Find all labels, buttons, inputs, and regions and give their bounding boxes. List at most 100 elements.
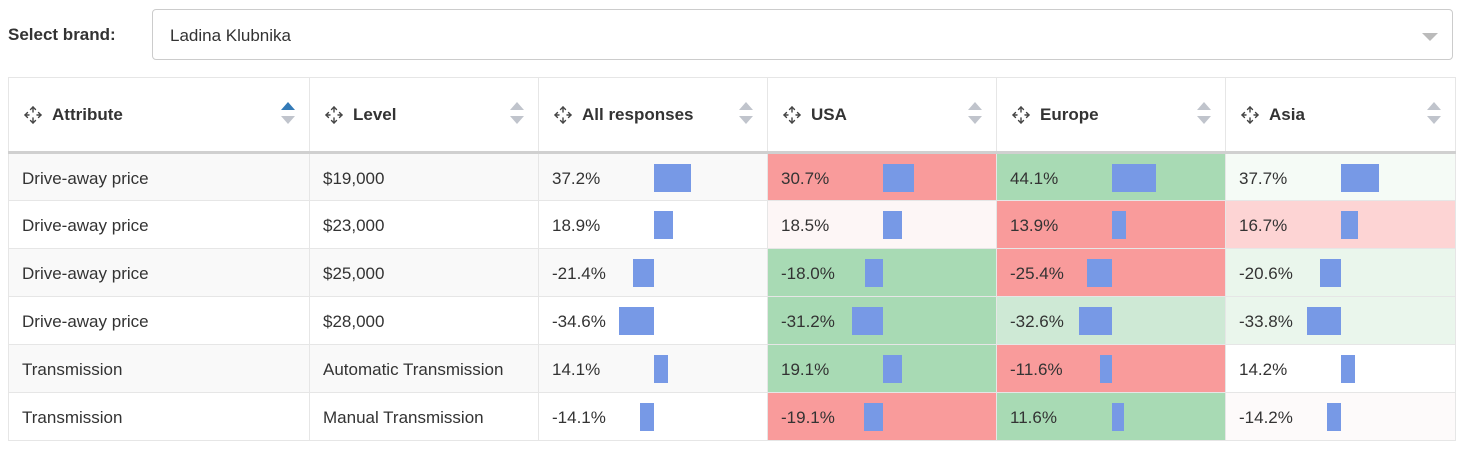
value-bar: [1112, 403, 1124, 431]
sort-toggle[interactable]: [510, 102, 524, 132]
value-bar: [1341, 164, 1379, 192]
move-icon[interactable]: [1010, 104, 1032, 126]
sort-ascending-icon[interactable]: [510, 102, 524, 110]
cell-value: 13.9%: [996, 200, 1226, 249]
value-text: -21.4%: [552, 264, 606, 283]
cell-value: -34.6%: [538, 296, 768, 345]
level-text: Manual Transmission: [323, 408, 484, 427]
move-icon[interactable]: [552, 104, 574, 126]
value-bar: [883, 211, 902, 239]
value-text: -31.2%: [781, 312, 835, 331]
value-bar: [654, 164, 692, 192]
table-row: Transmission Manual Transmission -14.1% -19…: [8, 392, 1456, 441]
value-bar: [1341, 211, 1358, 239]
value-bar: [1112, 164, 1157, 192]
cell-attribute: Transmission: [8, 344, 310, 393]
sort-descending-icon[interactable]: [281, 116, 295, 124]
attribute-text: Drive-away price: [22, 264, 149, 283]
column-header-label: Level: [353, 105, 397, 124]
value-bar: [1100, 355, 1112, 383]
value-text: -14.2%: [1239, 408, 1293, 427]
sort-ascending-icon[interactable]: [1197, 102, 1211, 110]
column-header-label: Attribute: [52, 105, 123, 124]
sort-descending-icon[interactable]: [1427, 116, 1441, 124]
value-text: 13.9%: [1010, 216, 1059, 235]
sort-descending-icon[interactable]: [739, 116, 753, 124]
value-text: 44.1%: [1010, 169, 1059, 188]
cell-level: $28,000: [309, 296, 539, 345]
cell-value: 37.2%: [538, 152, 768, 201]
brand-select-value: Ladina Klubnika: [170, 26, 291, 45]
column-header-level[interactable]: Level: [309, 77, 539, 154]
caret-down-icon[interactable]: [1422, 33, 1438, 41]
value-text: 30.7%: [781, 169, 830, 188]
sort-ascending-icon[interactable]: [739, 102, 753, 110]
value-text: 14.1%: [552, 360, 601, 379]
value-text: -34.6%: [552, 312, 606, 331]
column-header-attribute[interactable]: Attribute: [8, 77, 310, 154]
cell-value: -33.8%: [1225, 296, 1456, 345]
value-bar: [883, 164, 914, 192]
cell-value: -31.2%: [767, 296, 997, 345]
column-header-asia[interactable]: Asia: [1225, 77, 1456, 154]
level-text: $19,000: [323, 169, 385, 188]
value-bar: [619, 307, 654, 335]
attribute-text: Drive-away price: [22, 312, 149, 331]
value-text: -14.1%: [552, 408, 606, 427]
brand-select[interactable]: Ladina Klubnika: [152, 9, 1453, 60]
cell-value: 14.2%: [1225, 344, 1456, 393]
attribute-text: Transmission: [22, 360, 123, 379]
sort-ascending-icon[interactable]: [968, 102, 982, 110]
cell-value: 16.7%: [1225, 200, 1456, 249]
cell-attribute: Drive-away price: [8, 296, 310, 345]
cell-level: $25,000: [309, 248, 539, 297]
value-text: -33.8%: [1239, 312, 1293, 331]
value-bar: [851, 307, 883, 335]
value-bar: [883, 355, 903, 383]
move-icon[interactable]: [1239, 104, 1261, 126]
cell-value: 11.6%: [996, 392, 1226, 441]
value-text: 37.2%: [552, 169, 601, 188]
value-bar: [1307, 307, 1341, 335]
cell-value: 37.7%: [1225, 152, 1456, 201]
sort-toggle[interactable]: [1427, 102, 1441, 132]
sort-toggle[interactable]: [281, 102, 295, 132]
value-text: 14.2%: [1239, 360, 1288, 379]
move-icon[interactable]: [781, 104, 803, 126]
results-table: Attribute Level All responses USA Europe Asia…: [8, 77, 1456, 441]
column-header-label: USA: [811, 105, 847, 124]
cell-level: $19,000: [309, 152, 539, 201]
cell-attribute: Drive-away price: [8, 152, 310, 201]
value-bar: [654, 211, 673, 239]
sort-ascending-icon[interactable]: [1427, 102, 1441, 110]
cell-value: 44.1%: [996, 152, 1226, 201]
cell-level: $23,000: [309, 200, 539, 249]
column-header-usa[interactable]: USA: [767, 77, 997, 154]
sort-toggle[interactable]: [968, 102, 982, 132]
value-text: -32.6%: [1010, 312, 1064, 331]
move-icon[interactable]: [323, 104, 345, 126]
sort-toggle[interactable]: [739, 102, 753, 132]
cell-value: -25.4%: [996, 248, 1226, 297]
cell-value: -21.4%: [538, 248, 768, 297]
column-header-europe[interactable]: Europe: [996, 77, 1226, 154]
column-header-label: All responses: [582, 105, 694, 124]
value-text: -18.0%: [781, 264, 835, 283]
value-text: -11.6%: [1010, 360, 1063, 379]
sort-descending-icon[interactable]: [968, 116, 982, 124]
sort-ascending-icon[interactable]: [281, 102, 295, 110]
sort-descending-icon[interactable]: [510, 116, 524, 124]
attribute-text: Drive-away price: [22, 216, 149, 235]
value-bar: [632, 259, 654, 287]
column-header-all-responses[interactable]: All responses: [538, 77, 768, 154]
cell-value: -18.0%: [767, 248, 997, 297]
value-text: 37.7%: [1239, 169, 1288, 188]
value-bar: [1086, 259, 1112, 287]
sort-toggle[interactable]: [1197, 102, 1211, 132]
sort-descending-icon[interactable]: [1197, 116, 1211, 124]
value-text: 18.5%: [781, 216, 830, 235]
value-text: -19.1%: [781, 408, 835, 427]
cell-attribute: Drive-away price: [8, 248, 310, 297]
brand-label: Select brand:: [8, 25, 116, 44]
move-icon[interactable]: [22, 104, 44, 126]
